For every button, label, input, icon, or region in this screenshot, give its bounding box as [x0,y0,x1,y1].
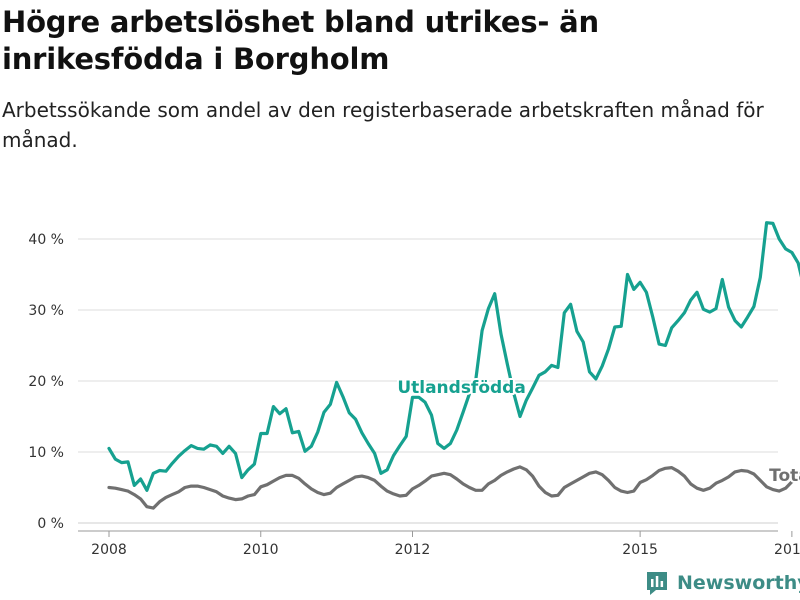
y-axis: 0 % 10 % 20 % 30 % 40 % [28,232,64,532]
series-name-label: Total arbetslöshet [769,466,800,486]
y-tick-label: 20 % [28,374,64,390]
newsworthy-logo-icon [647,572,667,595]
series-line [107,221,800,492]
x-tick-label: 2008 [91,542,127,558]
labels-layer: UtlandsföddaTotal arbetslöshet13,8 %5,1 … [395,376,800,488]
series-name-label: Utlandsfödda [397,378,526,398]
series-line [107,465,800,510]
grid-lines [78,238,778,524]
chart-subtitle: Arbetssökande som andel av den registerb… [2,98,764,152]
y-tick-label: 30 % [28,303,64,319]
brand-name: Newsworthy [677,572,800,594]
y-tick-label: 0 % [37,516,64,532]
x-tick-label: 2017 [774,542,800,558]
y-tick-label: 40 % [28,232,64,248]
x-axis: 20082010201220152017202020222024 [78,530,800,558]
x-tick-label: 2010 [243,542,279,558]
chart-title: Högre arbetslöshet bland utrikes- än inr… [2,5,599,76]
y-tick-label: 10 % [28,445,64,461]
x-tick-label: 2015 [622,542,658,558]
series-layer [107,221,800,510]
x-tick-label: 2012 [395,542,431,558]
brand-logo: Newsworthy [645,568,800,598]
